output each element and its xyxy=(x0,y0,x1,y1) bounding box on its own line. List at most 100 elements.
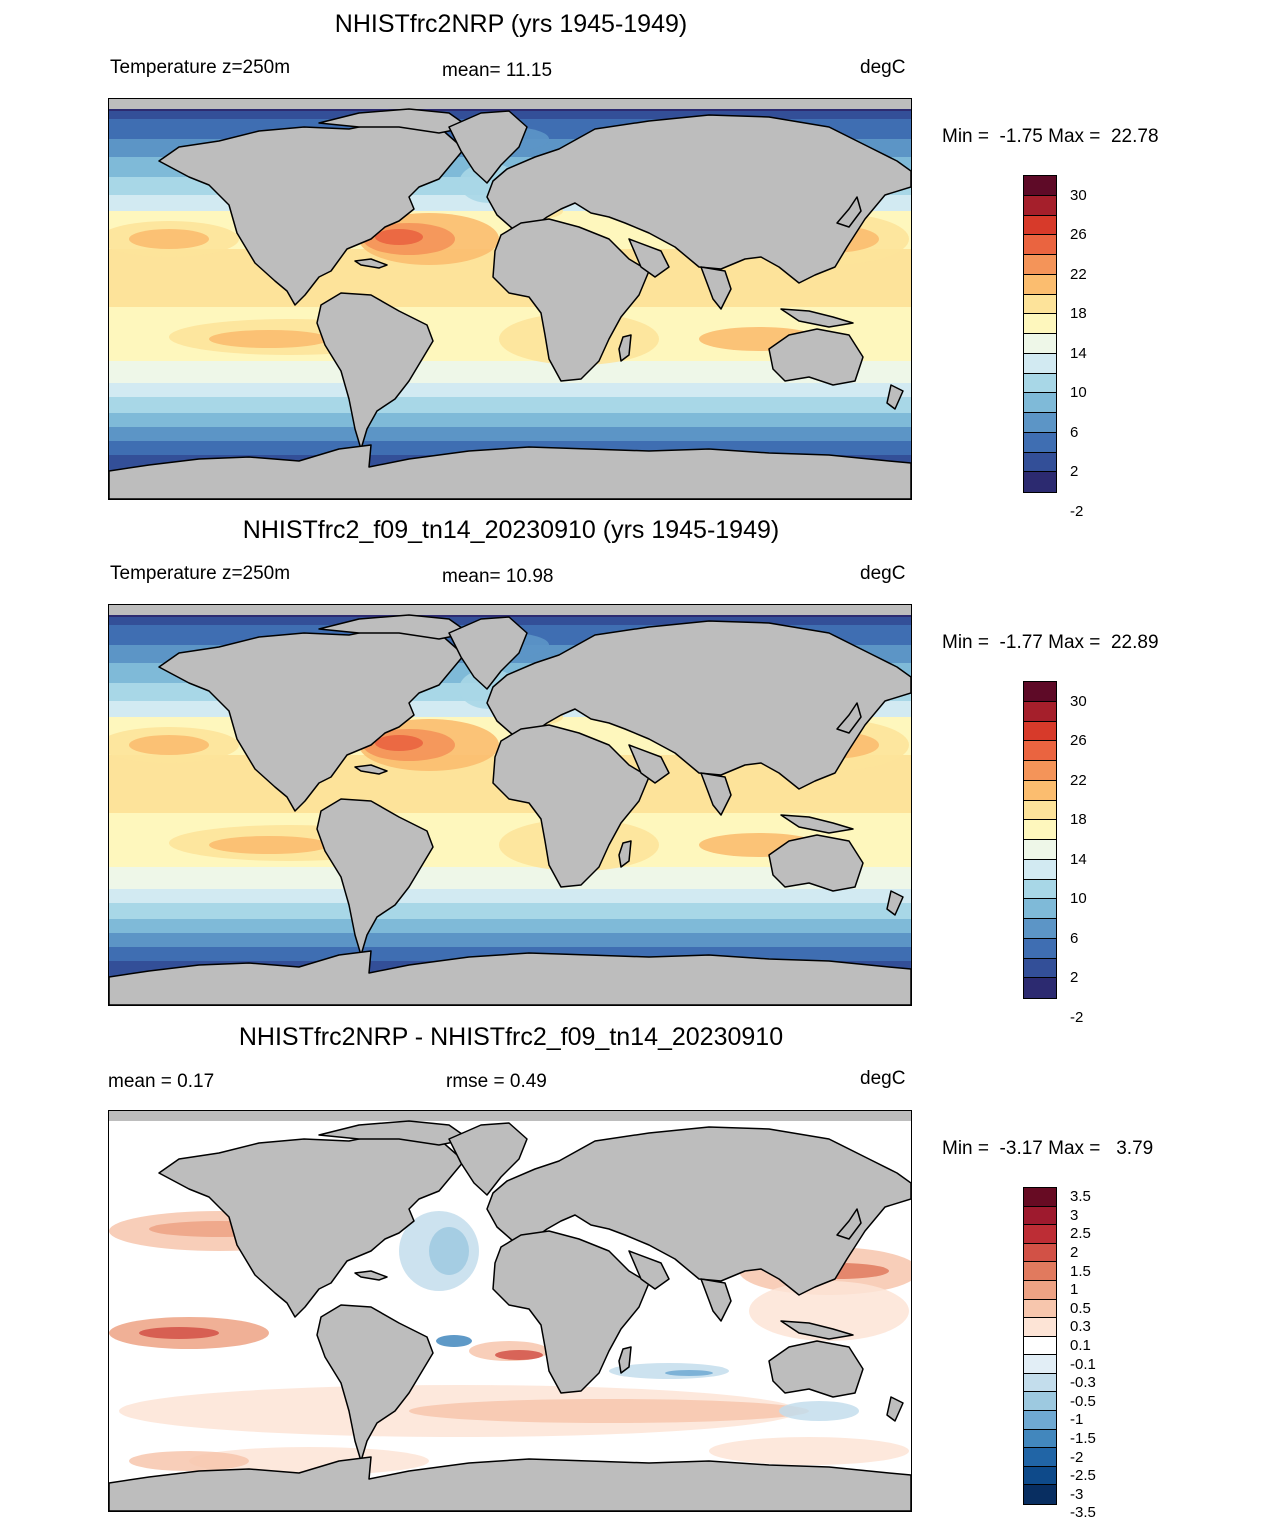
colorbar-tick-label: -3 xyxy=(1070,1485,1084,1503)
colorbar-segment xyxy=(1024,741,1056,761)
new-zealand xyxy=(886,890,904,916)
north-america xyxy=(158,120,465,306)
colorbar-segment xyxy=(1024,432,1056,453)
difference-anomaly xyxy=(429,1227,469,1275)
colorbar-segment xyxy=(1024,1336,1056,1356)
colorbar-segment xyxy=(1024,1299,1056,1319)
colorbar-segment xyxy=(1024,1373,1056,1393)
colorbar-segment xyxy=(1024,1429,1056,1449)
africa xyxy=(492,218,650,382)
japan xyxy=(836,1208,862,1240)
colorbar-segment xyxy=(1024,452,1056,473)
colorbar-segment xyxy=(1024,393,1056,413)
colorbar-tick-label: 10 xyxy=(1070,890,1087,908)
colorbar-tick-label: 1.5 xyxy=(1070,1262,1091,1280)
colorbar-segment xyxy=(1024,274,1056,295)
colorbar-segment xyxy=(1024,1280,1056,1300)
temperature-band xyxy=(109,413,911,427)
colorbar-tick-label: 2 xyxy=(1070,1244,1079,1262)
colorbar-segment xyxy=(1024,1466,1056,1486)
panel-title: NHISTfrc2NRP (yrs 1945-1949) xyxy=(334,10,688,38)
colorbar-tick-label: 2 xyxy=(1070,463,1079,481)
difference-anomaly xyxy=(495,1350,543,1360)
colorbar-tick-label: -0.1 xyxy=(1070,1355,1096,1373)
colorbar-segment xyxy=(1024,314,1056,334)
north-america xyxy=(158,626,465,812)
colorbar-tick-label: 2.5 xyxy=(1070,1225,1091,1243)
mean-label: mean= 10.98 xyxy=(442,566,554,587)
colorbar-segment xyxy=(1024,195,1056,216)
colorbar-segment xyxy=(1024,1411,1056,1430)
temperature-anomaly xyxy=(209,836,329,854)
variable-label: Temperature z=250m xyxy=(110,563,291,584)
colorbar-tick-label: 30 xyxy=(1070,186,1087,204)
temperature-band xyxy=(109,427,911,441)
greenland xyxy=(448,616,528,690)
madagascar xyxy=(618,334,632,362)
colorbar-segment xyxy=(1024,1188,1056,1207)
japan xyxy=(836,196,862,228)
mean-label: mean= 11.15 xyxy=(442,60,553,81)
difference-anomaly xyxy=(779,1401,859,1421)
min-max-label: Min = -1.75 Max = 22.78 xyxy=(942,126,1159,147)
colorbar-segment xyxy=(1024,1318,1056,1337)
colorbar-tick-label: 3.5 xyxy=(1070,1188,1091,1206)
colorbar xyxy=(1023,681,1057,999)
colorbar-tick-label: -0.3 xyxy=(1070,1374,1096,1392)
colorbar-segment xyxy=(1024,353,1056,374)
colorbar-segment xyxy=(1024,859,1056,880)
colorbar-tick-label: 0.1 xyxy=(1070,1337,1091,1354)
arabia xyxy=(628,238,670,278)
temperature-anomaly xyxy=(209,330,329,348)
temperature-map xyxy=(108,604,912,1006)
colorbar-segment xyxy=(1024,1485,1056,1504)
temperature-band xyxy=(109,867,911,889)
colorbar-tick-label: -2.5 xyxy=(1070,1467,1096,1485)
colorbar-segment xyxy=(1024,334,1056,354)
eurasia xyxy=(486,114,911,284)
south-america xyxy=(316,1304,434,1462)
australia xyxy=(768,328,864,386)
difference-anomaly xyxy=(709,1437,909,1465)
colorbar xyxy=(1023,1187,1057,1505)
antarctica xyxy=(109,950,911,1005)
madagascar xyxy=(618,1346,632,1374)
africa xyxy=(492,1230,650,1394)
colorbar-segment xyxy=(1024,820,1056,840)
colorbar-tick-label: 1 xyxy=(1070,1281,1079,1299)
antarctica xyxy=(109,444,911,499)
colorbar-segment xyxy=(1024,1206,1056,1226)
colorbar-segment xyxy=(1024,780,1056,801)
madagascar xyxy=(618,840,632,868)
cuba xyxy=(354,764,388,775)
colorbar-segment xyxy=(1024,176,1056,196)
units-label: degC xyxy=(860,563,906,584)
colorbar-segment xyxy=(1024,899,1056,919)
colorbar-tick-label: 18 xyxy=(1070,811,1087,829)
greenland xyxy=(448,1122,528,1196)
indonesia xyxy=(780,814,854,834)
difference-anomaly xyxy=(139,1327,219,1339)
colorbar-segment xyxy=(1024,978,1056,998)
new-zealand xyxy=(886,1396,904,1422)
colorbar-segment xyxy=(1024,840,1056,860)
colorbar-segment xyxy=(1024,721,1056,742)
colorbar-tick-label: 30 xyxy=(1070,692,1087,710)
colorbar-tick-label: 0.3 xyxy=(1070,1318,1091,1336)
australia xyxy=(768,834,864,892)
panel-title: NHISTfrc2NRP - NHISTfrc2_f09_tn14_202309… xyxy=(238,1023,784,1051)
colorbar-segment xyxy=(1024,255,1056,275)
colorbar-segment xyxy=(1024,1392,1056,1412)
australia xyxy=(768,1340,864,1398)
temperature-band xyxy=(109,397,911,413)
colorbar-tick-label: -1.5 xyxy=(1070,1429,1096,1447)
colorbar-tick-label: 10 xyxy=(1070,384,1087,402)
eurasia xyxy=(486,1126,911,1296)
colorbar-segment xyxy=(1024,472,1056,492)
india xyxy=(700,1278,732,1322)
arabia xyxy=(628,1250,670,1290)
colorbar-segment xyxy=(1024,879,1056,900)
colorbar-segment xyxy=(1024,1262,1056,1281)
colorbar-segment xyxy=(1024,761,1056,781)
japan xyxy=(836,702,862,734)
